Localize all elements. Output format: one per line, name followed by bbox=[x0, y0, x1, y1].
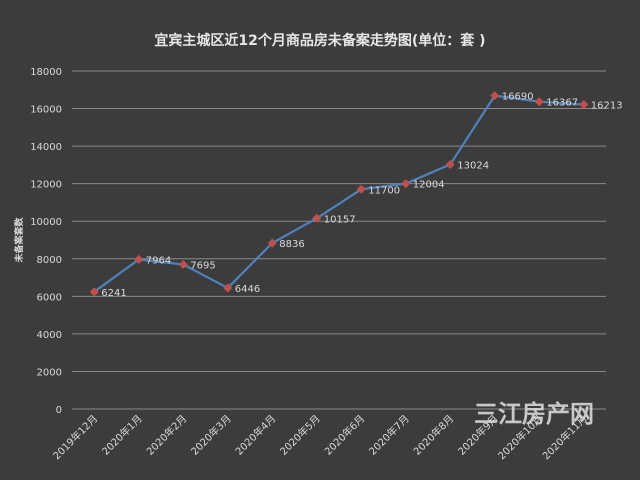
data-label: 16690 bbox=[502, 92, 534, 103]
watermark-logo: 三江房产网 bbox=[474, 400, 594, 428]
y-tick-label: 12000 bbox=[30, 180, 62, 191]
data-label: 6241 bbox=[101, 288, 126, 299]
series-line bbox=[93, 94, 584, 293]
data-label: 7695 bbox=[190, 261, 215, 272]
x-tick-label: 2020年5月 bbox=[277, 412, 323, 458]
data-label: 12004 bbox=[413, 180, 445, 191]
x-tick-label: 2020年6月 bbox=[322, 412, 368, 458]
y-tick-label: 6000 bbox=[37, 292, 62, 303]
x-tick-label: 2020年3月 bbox=[188, 412, 234, 458]
x-tick-label: 2020年7月 bbox=[366, 412, 412, 458]
y-tick-label: 8000 bbox=[37, 255, 62, 266]
x-tick-label: 2020年2月 bbox=[144, 412, 190, 458]
data-label: 16367 bbox=[546, 98, 578, 109]
data-point bbox=[579, 100, 589, 110]
data-point bbox=[534, 97, 544, 107]
x-tick-label: 2019年12月 bbox=[50, 412, 100, 462]
data-label: 16213 bbox=[591, 101, 623, 112]
data-label: 7964 bbox=[146, 255, 171, 266]
y-tick-label: 14000 bbox=[30, 142, 62, 153]
y-tick-label: 2000 bbox=[37, 367, 62, 378]
y-tick-label: 0 bbox=[56, 405, 62, 416]
x-tick-label: 2020年1月 bbox=[99, 412, 145, 458]
data-label: 13024 bbox=[457, 160, 489, 171]
data-point bbox=[178, 259, 188, 270]
y-tick-label: 10000 bbox=[30, 217, 62, 228]
y-tick-label: 4000 bbox=[37, 330, 62, 341]
data-point bbox=[223, 283, 233, 293]
data-label: 6446 bbox=[235, 284, 260, 295]
y-tick-label: 18000 bbox=[30, 67, 62, 78]
data-point bbox=[134, 254, 144, 264]
y-tick-label: 16000 bbox=[30, 105, 62, 116]
y-axis-label: 未备案套数 bbox=[13, 217, 25, 264]
x-tick-label: 2020年4月 bbox=[233, 412, 279, 458]
x-tick-label: 2020年8月 bbox=[411, 412, 457, 458]
data-label: 8836 bbox=[279, 239, 304, 250]
data-point bbox=[401, 179, 411, 189]
data-label: 11700 bbox=[368, 185, 400, 196]
data-label: 10157 bbox=[324, 214, 356, 225]
chart-title: 宜宾主城区近12个月商品房未备案走势图(单位：套 ) bbox=[154, 33, 486, 49]
